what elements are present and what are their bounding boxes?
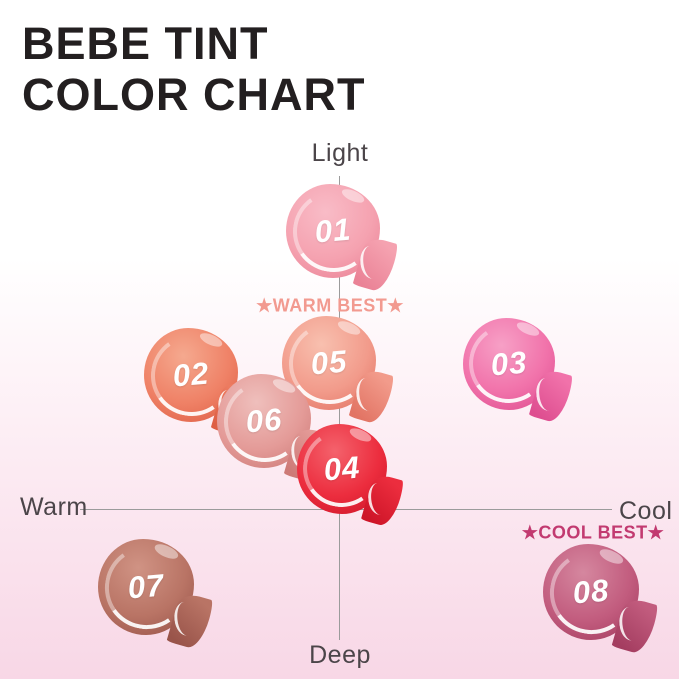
- axis-label-light: Light: [311, 139, 369, 167]
- swatch-08: 08: [543, 544, 659, 656]
- axis-label-deep: Deep: [309, 641, 371, 669]
- swatch-number: 03: [489, 344, 529, 383]
- title-line-1: BEBE TINT: [22, 18, 269, 69]
- swatch-number: 01: [313, 211, 353, 250]
- swatch-01: 01: [286, 184, 400, 293]
- swatch-number: 07: [126, 567, 166, 606]
- swatch-number: 08: [571, 572, 611, 611]
- swatch-07: 07: [98, 539, 214, 651]
- title-line-2: COLOR CHART: [22, 69, 366, 120]
- warm-best-badge: ★WARM BEST★: [256, 295, 404, 316]
- cool-best-badge: ★COOL BEST★: [521, 522, 665, 543]
- axis-label-cool: Cool: [619, 497, 673, 525]
- swatch-03: 03: [463, 318, 575, 425]
- page-title: BEBE TINT COLOR CHART: [22, 18, 365, 120]
- swatch-number: 04: [322, 449, 362, 488]
- swatch-04: 04: [297, 424, 406, 529]
- axis-label-warm: Warm: [20, 493, 88, 521]
- swatch-06: 06: [217, 374, 331, 483]
